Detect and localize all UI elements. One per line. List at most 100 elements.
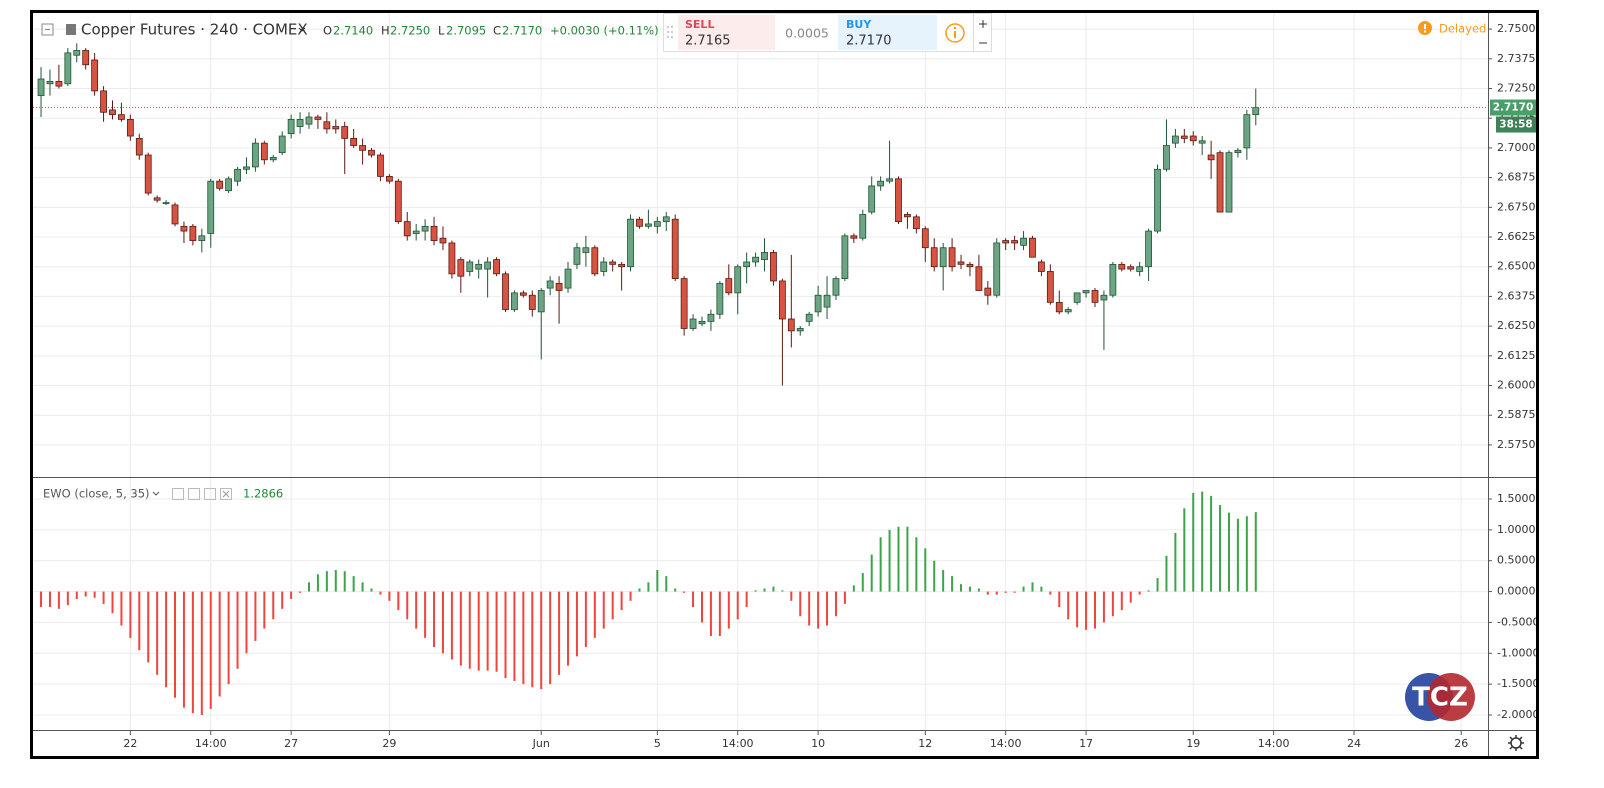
ohlc-value: 2.7140 xyxy=(333,24,373,38)
candle-body xyxy=(984,287,992,296)
candle-body xyxy=(430,225,438,241)
candle-body xyxy=(1189,135,1197,142)
x-tick-label: 26 xyxy=(1454,737,1468,750)
candle-body xyxy=(948,247,956,268)
candle-body xyxy=(278,135,286,154)
candle-body xyxy=(377,154,384,177)
candle-body xyxy=(707,313,715,322)
candle-body xyxy=(930,247,938,268)
candle-body xyxy=(912,216,920,230)
info-icon xyxy=(954,31,956,38)
candle-body xyxy=(511,292,518,310)
collapse-icon[interactable] xyxy=(41,23,54,36)
candle-body xyxy=(109,109,116,116)
candle-body xyxy=(895,178,902,222)
candle-body xyxy=(502,273,509,310)
close-icon[interactable] xyxy=(222,490,230,498)
candle-body xyxy=(100,90,107,113)
countdown-tag xyxy=(1496,116,1537,133)
y-tick-label: 2.7500 xyxy=(1497,22,1536,35)
x-tick-label: Jun xyxy=(532,737,550,750)
candle-body xyxy=(82,50,90,66)
candle-body xyxy=(1064,309,1072,313)
candle-body xyxy=(591,247,599,275)
settings-icon xyxy=(1508,735,1524,751)
sell-price: 2.7165 xyxy=(685,34,731,49)
candle-body xyxy=(564,268,572,289)
candle-body xyxy=(1127,266,1135,270)
symbol-title[interactable]: Copper Futures · 240 · COMEX xyxy=(81,21,308,39)
candle-body xyxy=(1198,140,1206,144)
candle-body xyxy=(305,116,313,125)
candle-body xyxy=(546,280,554,289)
candle-body xyxy=(234,168,241,182)
candle-body xyxy=(868,185,876,213)
candle-body xyxy=(761,252,768,260)
chevron[interactable] xyxy=(152,491,160,496)
candle-body xyxy=(135,138,143,156)
info-icon[interactable] xyxy=(945,23,965,43)
candle-body xyxy=(1038,261,1045,272)
candle-body xyxy=(653,221,661,227)
delayed-icon xyxy=(1424,30,1426,33)
candle-body xyxy=(725,278,733,294)
y-tick-label: 0.0000 xyxy=(1497,585,1536,598)
candle-body xyxy=(153,197,161,201)
delayed-status: Delayed xyxy=(1439,22,1486,36)
candle-body xyxy=(287,118,295,135)
candle-body xyxy=(296,118,304,127)
sell-button[interactable] xyxy=(678,15,775,50)
x-tick-label: 14:00 xyxy=(990,737,1022,750)
candle-body xyxy=(743,261,751,268)
candle-body xyxy=(627,218,634,268)
indicator-title[interactable]: EWO (close, 5, 35) xyxy=(43,487,150,501)
candle-body xyxy=(814,294,822,313)
candle-body xyxy=(1216,152,1224,213)
candle-body xyxy=(850,235,858,239)
candle-body xyxy=(332,126,340,130)
x-tick-label: 14:00 xyxy=(1258,737,1290,750)
x-tick-label: 24 xyxy=(1347,737,1361,750)
candle-body xyxy=(341,126,349,139)
candle-body xyxy=(904,214,911,218)
y-tick-label: 2.5875 xyxy=(1497,408,1536,421)
candle-body xyxy=(1225,152,1233,213)
candle-body xyxy=(939,247,947,268)
candle-body xyxy=(823,294,831,308)
candle-body xyxy=(314,116,322,120)
candle-body xyxy=(439,237,447,244)
candle-body xyxy=(600,261,608,272)
y-tick-label: 1.5000 xyxy=(1497,492,1536,505)
y-tick-label: 2.5750 xyxy=(1497,438,1536,451)
logo-text: TCZ xyxy=(1412,683,1468,713)
y-tick-label: 2.6250 xyxy=(1497,319,1536,332)
candle-body xyxy=(55,80,63,87)
buy-button[interactable] xyxy=(838,15,937,50)
plus-button[interactable] xyxy=(979,20,987,28)
chevron[interactable] xyxy=(298,27,306,32)
candle-body xyxy=(73,50,81,56)
last-price-label: 2.7170 xyxy=(1493,102,1534,114)
candle-body xyxy=(796,328,804,332)
candle-body xyxy=(1029,237,1036,258)
candle-body xyxy=(350,138,358,146)
logo-circle xyxy=(1427,673,1475,721)
candle-body xyxy=(269,157,277,161)
candle-body xyxy=(448,242,456,275)
y-tick-label: 0.5000 xyxy=(1497,554,1536,567)
candle-body xyxy=(528,294,536,310)
candle-body xyxy=(573,247,581,265)
candle-body xyxy=(921,228,929,249)
candle-body xyxy=(46,80,54,85)
candle-body xyxy=(519,292,527,296)
y-tick-label: 2.6500 xyxy=(1497,260,1536,273)
y-tick-label: 2.6625 xyxy=(1497,230,1536,243)
y-tick-label: 2.6000 xyxy=(1497,379,1536,392)
candle-body xyxy=(1118,263,1126,270)
x-tick-label: 14:00 xyxy=(722,737,754,750)
y-tick-label: 2.6125 xyxy=(1497,349,1536,362)
candle-body xyxy=(144,154,152,194)
candle-body xyxy=(1011,240,1019,244)
